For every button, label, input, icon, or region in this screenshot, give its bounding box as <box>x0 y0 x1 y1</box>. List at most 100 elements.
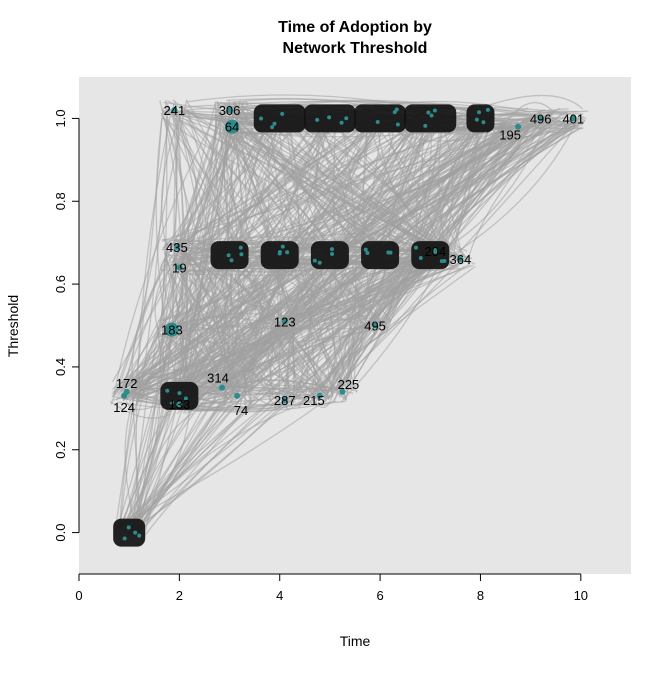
edge <box>379 113 422 316</box>
edge <box>177 124 436 263</box>
node <box>122 536 127 541</box>
node <box>485 107 490 112</box>
edge <box>331 260 461 392</box>
node <box>126 525 131 530</box>
edge <box>132 259 454 391</box>
node-label: 133 <box>169 397 191 412</box>
edge <box>136 114 491 529</box>
edge <box>112 395 337 412</box>
edge <box>163 238 218 251</box>
node <box>330 251 335 256</box>
edge <box>133 322 163 395</box>
edge <box>155 107 182 401</box>
edge <box>372 132 515 246</box>
edge <box>316 121 386 255</box>
edge <box>310 393 334 409</box>
node <box>121 392 128 399</box>
node-label: 314 <box>207 371 229 386</box>
node <box>280 111 285 116</box>
edge <box>159 253 168 272</box>
edge <box>451 119 479 252</box>
node-label: 172 <box>116 376 138 391</box>
node <box>280 244 285 249</box>
node <box>173 243 180 250</box>
edge <box>289 266 476 403</box>
edge <box>122 267 188 527</box>
node-label: 124 <box>113 400 135 415</box>
edge <box>379 126 583 257</box>
edge <box>127 403 284 534</box>
edge <box>188 107 437 392</box>
node <box>137 533 142 538</box>
y-axis-label: Threshold <box>5 295 21 357</box>
edge <box>440 112 551 252</box>
edge <box>130 262 323 531</box>
node <box>388 250 393 255</box>
node <box>176 264 183 271</box>
node <box>229 258 234 263</box>
node <box>219 384 226 391</box>
edge <box>174 262 464 333</box>
y-tick-label: 1.0 <box>53 109 68 127</box>
node <box>392 110 397 115</box>
node <box>177 391 182 396</box>
edge <box>139 263 184 397</box>
node-label: 215 <box>303 393 325 408</box>
node <box>329 247 334 252</box>
x-tick-label: 10 <box>574 588 588 603</box>
node <box>372 322 379 329</box>
edge <box>284 118 317 395</box>
edge <box>429 127 504 248</box>
edge <box>192 110 225 410</box>
edge <box>120 113 390 530</box>
node <box>234 392 241 399</box>
edge <box>289 119 571 251</box>
node-label: 241 <box>163 103 185 118</box>
edge <box>124 338 171 526</box>
node <box>426 110 431 115</box>
node-groups-layer <box>113 104 495 547</box>
edge <box>223 103 390 254</box>
edge <box>266 112 482 251</box>
x-tick-label: 8 <box>477 588 484 603</box>
node-label: 364 <box>450 252 472 267</box>
node <box>363 247 368 252</box>
x-tick-label: 0 <box>75 588 82 603</box>
y-tick-label: 0.8 <box>53 192 68 210</box>
node-group <box>253 104 306 133</box>
node <box>176 401 183 408</box>
y-tick-label: 0.6 <box>53 275 68 293</box>
edge <box>180 118 435 326</box>
node <box>432 247 439 254</box>
node <box>418 255 423 260</box>
node-label: 64 <box>225 120 239 135</box>
node <box>477 110 482 115</box>
node <box>183 396 188 401</box>
node <box>537 115 544 122</box>
node <box>316 392 323 399</box>
edge <box>223 318 282 387</box>
node <box>226 253 231 258</box>
edge <box>172 112 241 326</box>
node-label: 195 <box>499 128 521 143</box>
node <box>315 117 320 122</box>
x-axis-label: Time <box>340 633 371 649</box>
edge <box>185 277 229 394</box>
node <box>312 258 317 263</box>
node <box>171 107 178 114</box>
node-label: 496 <box>530 111 552 126</box>
node-group <box>113 518 146 547</box>
node-group <box>404 104 457 133</box>
node <box>281 397 288 404</box>
edge <box>219 133 380 317</box>
edge <box>110 258 166 405</box>
edge <box>311 128 382 396</box>
node-label: 225 <box>338 377 360 392</box>
edge <box>264 118 569 249</box>
node <box>238 245 243 250</box>
edge <box>164 117 223 322</box>
y-tick-label: 0.0 <box>53 524 68 542</box>
edge <box>286 120 369 318</box>
node <box>344 116 349 121</box>
node-label: 123 <box>274 314 296 329</box>
